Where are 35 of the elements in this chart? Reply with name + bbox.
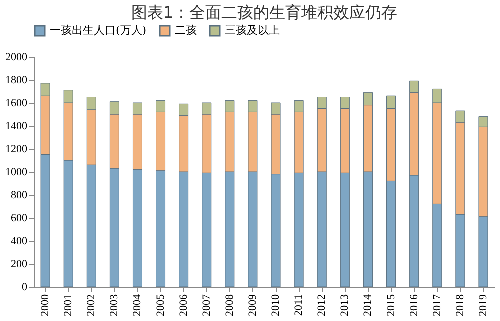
x-tick-label: 2000 [40,294,52,316]
x-tick-label: 2013 [339,294,352,316]
x-tick-label: 2002 [86,294,98,316]
x-tick-label: 2001 [62,294,75,316]
x-tick-label: 2018 [454,294,466,316]
x-tick-label: 2011 [293,294,306,316]
y-tick-label: 1600 [6,98,28,110]
y-tick-label: 1200 [6,144,28,156]
x-tick-label: 2016 [408,294,420,316]
legend-label: 一孩出生人口(万人) [50,24,147,37]
x-tick-label: 2012 [316,294,328,316]
y-tick-label: 0 [22,282,28,294]
y-tick-label: 200 [11,258,28,270]
x-tick-label: 2017 [431,294,444,316]
x-tick-label: 2008 [224,294,236,316]
x-tick-label: 2015 [385,294,398,316]
chart-title: 图表1：全面二孩的生育堆积效应仍存 [131,3,398,22]
x-tick-label: 2014 [362,294,374,316]
legend-label: 三孩及以上 [225,24,280,37]
x-tick-label: 2005 [154,294,167,316]
x-tick-label: 2006 [178,294,190,316]
x-tick-label: 2004 [132,294,144,316]
x-tick-label: 2009 [246,294,259,316]
x-tick-label: 2007 [200,294,213,316]
y-tick-label: 400 [11,236,28,248]
y-tick-label: 1800 [6,74,28,86]
x-tick-label: 2003 [108,294,121,316]
y-tick-label: 2000 [6,52,28,64]
y-tick-label: 1000 [6,166,28,178]
x-tick-label: 2010 [270,294,282,316]
x-tick-label: 2019 [477,294,490,316]
y-tick-label: 600 [11,212,28,224]
legend-label: 二孩 [175,24,197,37]
y-tick-label: 800 [11,190,28,202]
y-tick-label: 1400 [6,120,28,132]
